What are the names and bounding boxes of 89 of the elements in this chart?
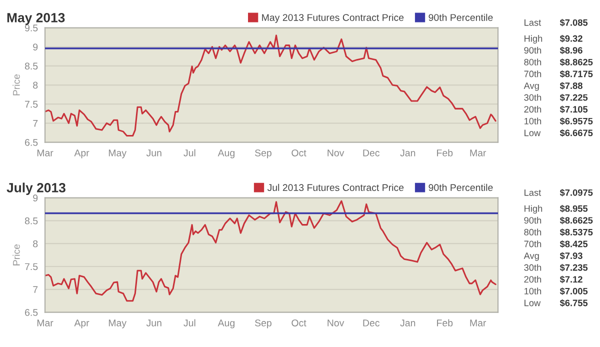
text: $7.0975 — [560, 188, 593, 196]
text: 10th — [524, 118, 542, 124]
y-tick-label: 7.5 — [25, 263, 38, 270]
text: 70th — [524, 70, 542, 78]
text: $7.225 — [560, 94, 588, 102]
x-tick-label: Mar — [470, 150, 486, 156]
text: $7.93 — [560, 252, 582, 260]
legend-label: 90th Percentile — [428, 14, 493, 21]
text: 90th — [524, 46, 542, 54]
text: Low — [524, 130, 541, 136]
chart-title: July 2013 — [6, 182, 66, 195]
y-tick-label: 9 — [33, 194, 38, 202]
x-tick-label: Apr — [74, 320, 90, 328]
text: Avg — [524, 82, 539, 91]
x-tick-label: Feb — [437, 319, 453, 326]
text: $8.96 — [560, 46, 582, 54]
text: $6.6675 — [560, 129, 593, 137]
x-tick-label: Dec — [363, 150, 380, 156]
x-tick-label: Sep — [254, 149, 272, 158]
text: $8.5375 — [560, 228, 593, 236]
line-series — [45, 200, 496, 302]
x-tick-label: Aug — [218, 320, 234, 328]
x-tick-label: Jul — [184, 149, 196, 156]
text: Last — [524, 19, 542, 26]
x-tick-label: Mar — [37, 320, 54, 326]
text: $7.235 — [560, 264, 588, 272]
text: $8.8625 — [560, 58, 593, 66]
line-series — [45, 34, 496, 137]
x-tick-label: Mar — [470, 320, 486, 326]
x-tick-label: Sep — [254, 320, 272, 328]
text: $7.105 — [560, 106, 588, 114]
text: $9.32 — [560, 34, 582, 42]
y-tick-label: 6.5 — [25, 139, 38, 146]
text: $8.7175 — [560, 70, 593, 78]
y-tick-label: 7.5 — [25, 100, 38, 108]
text: 80th — [524, 58, 542, 66]
x-tick-label: May — [108, 150, 127, 158]
x-tick-label: Mar — [37, 150, 54, 156]
text: High — [524, 35, 542, 44]
x-tick-label: Nov — [328, 150, 344, 156]
text: Avg — [524, 252, 539, 261]
text: 20th — [524, 106, 542, 113]
text: $7.12 — [560, 276, 582, 284]
legend-label: May 2013 Futures Contract Price — [262, 14, 404, 23]
legend-label: Jul 2013 Futures Contract Price — [267, 184, 404, 192]
x-tick-label: Jan — [400, 150, 416, 156]
y-axis-title: Price — [12, 74, 20, 96]
x-tick-label: Oct — [292, 149, 306, 156]
text: $8.425 — [560, 240, 588, 248]
text: High — [524, 205, 542, 214]
text: 10th — [524, 288, 542, 294]
y-tick-label: 8.5 — [24, 217, 38, 224]
x-tick-label: Apr — [74, 150, 90, 158]
x-tick-label: Nov — [328, 320, 344, 326]
text: $7.085 — [560, 18, 588, 26]
text: $6.9575 — [560, 117, 593, 125]
text: 70th — [524, 240, 542, 248]
text: $7.005 — [560, 288, 588, 295]
text: 30th — [524, 94, 542, 101]
y-tick-label: 8 — [33, 240, 38, 248]
y-tick-label: 7 — [33, 286, 38, 293]
text: 30th — [524, 264, 542, 271]
text: $6.755 — [560, 299, 588, 307]
text: $7.88 — [560, 82, 582, 90]
text: 20th — [524, 276, 542, 283]
y-tick-label: 6.5 — [25, 309, 38, 316]
y-tick-label: 7 — [33, 120, 38, 127]
y-tick-label: 8.5 — [24, 62, 38, 70]
x-tick-label: Feb — [437, 149, 453, 156]
text: Low — [524, 300, 541, 306]
text: $8.955 — [560, 204, 588, 212]
x-tick-label: Dec — [363, 320, 380, 326]
text: Last — [524, 189, 542, 196]
x-tick-label: Oct — [292, 320, 306, 326]
legend-label: 90th Percentile — [428, 184, 493, 192]
x-tick-label: May — [108, 320, 127, 328]
y-tick-label: 9.5 — [24, 24, 38, 32]
y-axis-title: Price — [12, 244, 20, 266]
text: 90th — [524, 216, 542, 224]
text: $8.6625 — [560, 216, 593, 224]
x-tick-label: Jun — [146, 320, 162, 326]
y-tick-label: 9 — [33, 44, 38, 50]
x-tick-label: Jan — [400, 320, 416, 326]
y-tick-label: 8 — [33, 82, 38, 89]
x-tick-label: Jun — [146, 150, 162, 156]
text: 80th — [524, 228, 542, 236]
chart-title: May 2013 — [7, 12, 65, 25]
x-tick-label: Aug — [218, 150, 234, 158]
x-tick-label: Jul — [184, 319, 196, 326]
